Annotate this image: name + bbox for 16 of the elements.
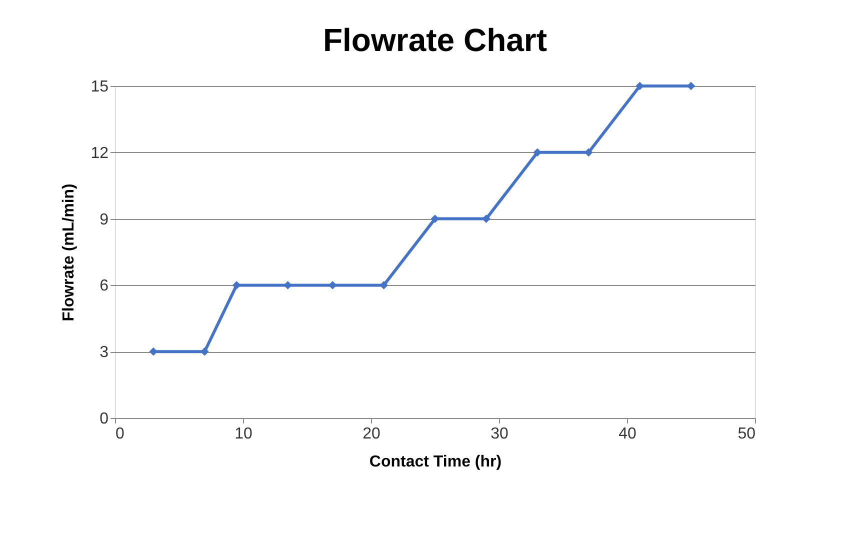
x-tick-label: 0 [116,426,124,442]
x-tick-label: 40 [618,426,636,442]
y-tick-label: 6 [100,278,109,295]
point [482,214,490,223]
x-axis-title: Contact Time (hr) [369,454,502,470]
y-tick-label: 9 [100,211,109,228]
x-tick-label: 50 [738,426,756,442]
y-tick-label: 12 [90,144,109,162]
y-axis-title: Flowrate (mL/min) [60,184,78,322]
x-tick-label: 10 [234,426,252,442]
x-tick-label: 30 [490,426,508,442]
y-tick-label: 0 [100,410,109,428]
x-tick-label: 20 [362,426,380,442]
chart-title: Flowrate Chart [322,22,548,58]
y-tick-label: 3 [100,344,109,362]
y-tick-label: 15 [90,78,109,96]
